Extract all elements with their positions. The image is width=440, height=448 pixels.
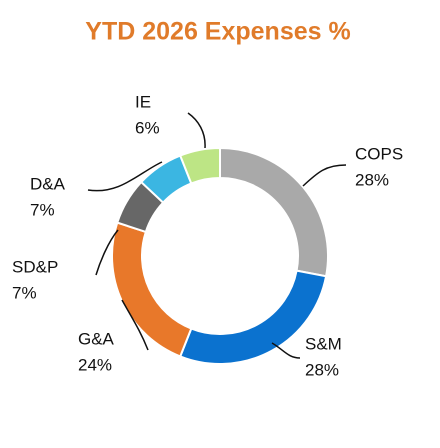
category-label: S&M — [305, 334, 342, 353]
category-label: D&A — [30, 174, 66, 193]
leader-line — [87, 161, 163, 192]
leader-line — [121, 299, 149, 351]
value-label: 28% — [305, 360, 339, 379]
donut-segment — [219, 146, 329, 278]
value-label: 6% — [135, 118, 160, 137]
category-label: SD&P — [12, 257, 58, 276]
category-label: IE — [135, 92, 151, 111]
category-label: COPS — [355, 144, 403, 163]
leader-line — [302, 164, 347, 187]
leader-line — [95, 229, 119, 276]
value-label: 7% — [30, 200, 55, 219]
category-label: G&A — [78, 329, 115, 348]
donut-segment — [178, 146, 221, 185]
value-label: 24% — [78, 355, 112, 374]
leader-line — [271, 342, 301, 359]
leader-line — [187, 112, 206, 149]
donut-segment — [111, 221, 193, 358]
value-label: 7% — [12, 283, 37, 302]
chart-title: YTD 2026 Expenses % — [85, 18, 350, 46]
value-label: 28% — [355, 170, 389, 189]
